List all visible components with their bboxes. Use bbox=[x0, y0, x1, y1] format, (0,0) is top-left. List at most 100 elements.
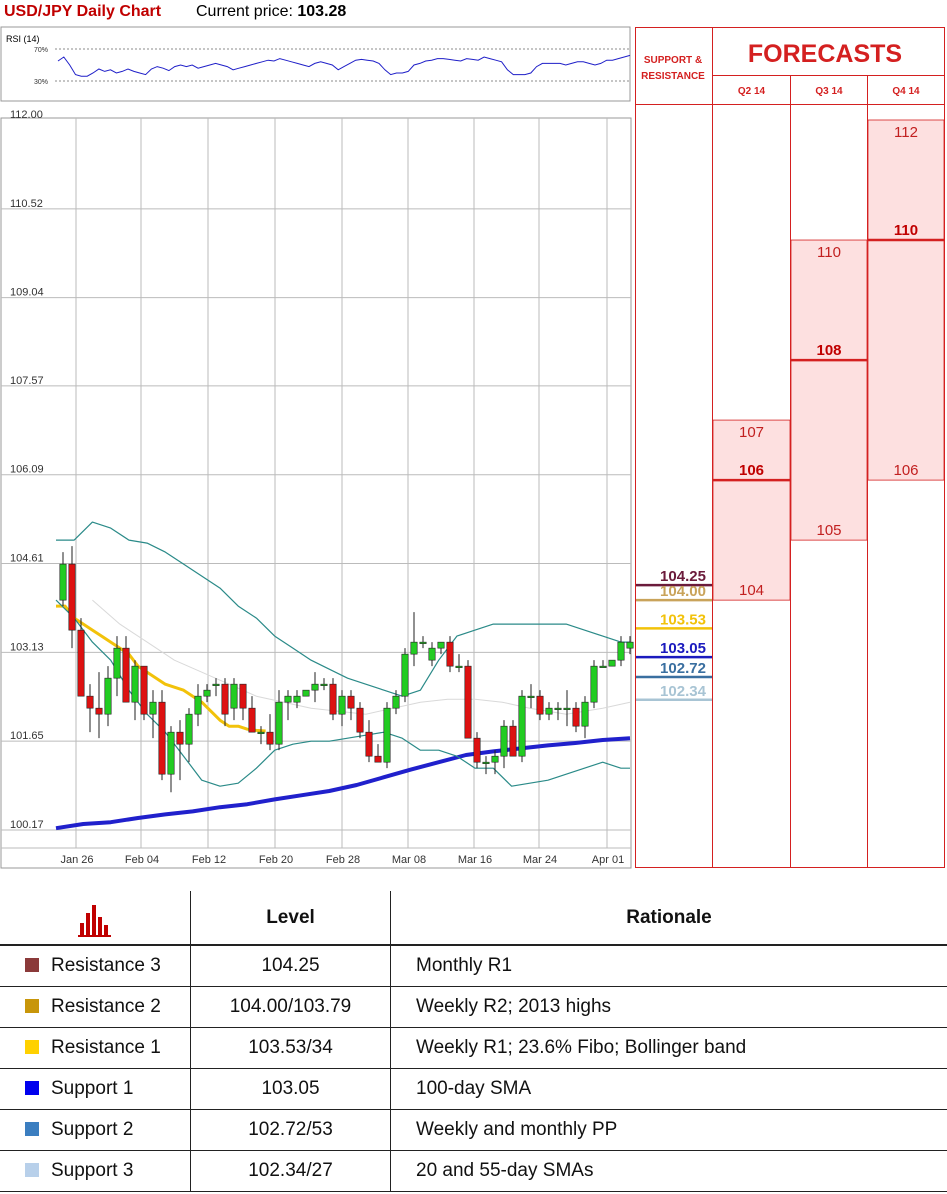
rsi-frame bbox=[0, 26, 631, 102]
color-swatch bbox=[25, 1081, 39, 1095]
candle-body bbox=[464, 665, 472, 739]
series-line-0 bbox=[56, 604, 266, 733]
level-rationale: Weekly R1; 23.6% Fibo; Bollinger band bbox=[390, 1027, 947, 1069]
level-name-cell: Resistance 2 bbox=[0, 986, 191, 1028]
level-rationale: 100-day SMA bbox=[390, 1068, 947, 1110]
candle bbox=[347, 690, 355, 721]
candle-body bbox=[59, 563, 67, 601]
table-header-icon-cell bbox=[0, 891, 191, 946]
candle-body bbox=[230, 683, 238, 709]
candle bbox=[419, 636, 427, 649]
candle bbox=[509, 720, 517, 757]
candle-body bbox=[338, 695, 346, 715]
candle bbox=[320, 678, 328, 691]
x-tick-label: Feb 04 bbox=[125, 854, 159, 866]
candle-body bbox=[554, 707, 562, 710]
candle bbox=[284, 690, 292, 721]
candle bbox=[392, 690, 400, 715]
candle bbox=[77, 618, 85, 697]
forecast-mid: 108 bbox=[816, 342, 841, 359]
candle-body bbox=[158, 701, 166, 775]
candle-body bbox=[365, 731, 373, 757]
level-value: 102.72/53 bbox=[190, 1109, 391, 1151]
candle bbox=[329, 678, 337, 721]
candle bbox=[194, 684, 202, 727]
level-label: 103.53 bbox=[660, 611, 706, 628]
candle-body bbox=[293, 695, 301, 703]
sr-title-line1: SUPPORT & bbox=[644, 55, 702, 66]
candle bbox=[374, 744, 382, 763]
candle-body bbox=[122, 647, 130, 703]
level-label: 102.72 bbox=[660, 660, 706, 677]
candle bbox=[212, 678, 220, 697]
candle-body bbox=[518, 695, 526, 757]
candle-body bbox=[410, 641, 418, 655]
candle-body bbox=[257, 731, 265, 734]
candle bbox=[167, 726, 175, 793]
candle bbox=[275, 690, 283, 751]
candle bbox=[428, 642, 436, 667]
level-value: 102.34/27 bbox=[190, 1150, 391, 1192]
candle bbox=[365, 720, 373, 763]
level-name: Support 3 bbox=[51, 1160, 134, 1181]
rsi-line bbox=[57, 54, 631, 77]
table-row: Support 2 102.72/53 Weekly and monthly PP bbox=[0, 1109, 947, 1151]
candle-body bbox=[437, 641, 445, 649]
candle bbox=[473, 732, 481, 769]
candle-body bbox=[275, 701, 283, 745]
candle bbox=[536, 690, 544, 721]
chart-title: USD/JPY Daily Chart bbox=[4, 3, 162, 20]
candle-body bbox=[86, 695, 94, 709]
candle-body bbox=[203, 689, 211, 697]
level-name: Resistance 3 bbox=[51, 955, 161, 976]
color-swatch bbox=[25, 1040, 39, 1054]
forecast-mid: 110 bbox=[894, 222, 918, 239]
color-swatch bbox=[25, 999, 39, 1013]
candle bbox=[185, 708, 193, 763]
x-tick-label: Feb 12 bbox=[192, 854, 226, 866]
level-label: 103.05 bbox=[660, 640, 706, 657]
color-swatch bbox=[25, 1122, 39, 1136]
candle-body bbox=[77, 629, 85, 697]
candle bbox=[518, 690, 526, 763]
candle bbox=[563, 690, 571, 727]
candle-body bbox=[194, 695, 202, 715]
candle-body bbox=[599, 665, 607, 668]
candle-body bbox=[311, 683, 319, 691]
plot-frame bbox=[0, 117, 632, 869]
candle bbox=[104, 666, 112, 727]
candle-body bbox=[284, 695, 292, 703]
candle-body bbox=[482, 761, 490, 764]
candle-body bbox=[545, 707, 553, 715]
level-value: 103.53/34 bbox=[190, 1027, 391, 1069]
candle-body bbox=[302, 689, 310, 697]
candle-body bbox=[185, 713, 193, 745]
forecast-title: FORECASTS bbox=[748, 40, 902, 68]
candle-body bbox=[617, 641, 625, 661]
level-header: Level bbox=[190, 891, 391, 946]
level-label: 104.25 bbox=[660, 568, 706, 585]
y-tick-label: 106.09 bbox=[10, 464, 44, 476]
candle bbox=[293, 690, 301, 709]
candle bbox=[599, 660, 607, 668]
candle bbox=[176, 720, 184, 781]
candle-body bbox=[419, 641, 427, 644]
candle bbox=[554, 702, 562, 721]
table-row: Support 3 102.34/27 20 and 55-day SMAs bbox=[0, 1150, 947, 1192]
table-row: Resistance 3 104.25 Monthly R1 bbox=[0, 945, 947, 987]
candle bbox=[383, 702, 391, 769]
y-tick-label: 103.13 bbox=[10, 641, 44, 653]
level-value: 104.00/103.79 bbox=[190, 986, 391, 1028]
candle bbox=[239, 683, 247, 721]
candle bbox=[356, 702, 364, 739]
candle bbox=[581, 696, 589, 739]
candle-body bbox=[221, 683, 229, 715]
level-rationale: Weekly and monthly PP bbox=[390, 1109, 947, 1151]
level-label: 104.00 bbox=[660, 583, 706, 600]
y-tick-label: 100.17 bbox=[10, 819, 44, 831]
candle-body bbox=[68, 563, 76, 631]
x-tick-label: Mar 08 bbox=[392, 854, 426, 866]
current-price: Current price: 103.28 bbox=[196, 3, 346, 21]
y-tick-label: 110.52 bbox=[10, 198, 43, 210]
color-swatch bbox=[25, 958, 39, 972]
